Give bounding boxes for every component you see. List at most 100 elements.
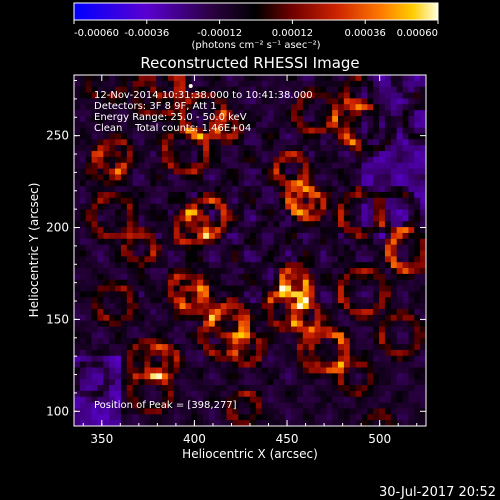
heatmap-cell bbox=[396, 168, 404, 176]
heatmap-cell bbox=[273, 262, 280, 269]
heatmap-cell bbox=[308, 209, 316, 216]
heatmap-cell bbox=[85, 279, 93, 287]
heatmap-cell bbox=[308, 215, 316, 222]
heatmap-cell bbox=[255, 402, 263, 410]
heatmap-cell bbox=[361, 297, 368, 304]
heatmap-cell bbox=[390, 80, 398, 88]
heatmap-cell bbox=[238, 162, 245, 170]
heatmap-cell bbox=[291, 203, 298, 211]
heatmap-cell bbox=[349, 215, 357, 222]
heatmap-cell bbox=[91, 309, 99, 316]
heatmap-cell bbox=[396, 104, 404, 111]
heatmap-cell bbox=[379, 256, 386, 263]
heatmap-cell bbox=[191, 127, 198, 135]
heatmap-cell bbox=[291, 256, 298, 263]
heatmap-cell bbox=[279, 98, 286, 105]
heatmap-cell bbox=[220, 291, 228, 298]
heatmap-cell bbox=[302, 402, 310, 410]
heatmap-cell bbox=[355, 174, 363, 181]
heatmap-cell bbox=[74, 156, 81, 164]
heatmap-cell bbox=[373, 203, 380, 211]
heatmap-cell bbox=[390, 373, 398, 380]
heatmap-cell bbox=[132, 104, 140, 111]
heatmap-cell bbox=[191, 279, 198, 287]
heatmap-cell bbox=[115, 92, 122, 99]
heatmap-cell bbox=[85, 408, 93, 415]
heatmap-cell bbox=[302, 104, 310, 111]
heatmap-cell bbox=[302, 156, 310, 164]
heatmap-cell bbox=[314, 361, 321, 369]
heatmap-cell bbox=[132, 355, 140, 363]
heatmap-cell bbox=[150, 192, 157, 199]
heatmap-cell bbox=[185, 385, 192, 392]
heatmap-cell bbox=[279, 396, 286, 404]
heatmap-cell bbox=[390, 180, 398, 187]
heatmap-cell bbox=[208, 396, 216, 404]
heatmap-cell bbox=[343, 174, 351, 181]
heatmap-cell bbox=[197, 192, 204, 199]
heatmap-cell bbox=[408, 180, 415, 187]
heatmap-cell bbox=[191, 244, 198, 252]
heatmap-cell bbox=[214, 92, 222, 99]
heatmap-cell bbox=[326, 332, 333, 339]
heatmap-cell bbox=[162, 262, 169, 269]
heatmap-cell bbox=[408, 414, 415, 421]
heatmap-cell bbox=[314, 303, 321, 310]
heatmap-cell bbox=[120, 156, 128, 164]
heatmap-cell bbox=[220, 309, 228, 316]
heatmap-cell bbox=[203, 349, 210, 357]
heatmap-cell bbox=[279, 145, 286, 152]
heatmap-cell bbox=[355, 180, 363, 187]
heatmap-cell bbox=[238, 385, 245, 392]
heatmap-cell bbox=[208, 379, 216, 386]
heatmap-cell bbox=[355, 209, 363, 216]
heatmap-cell bbox=[244, 285, 251, 293]
heatmap-cell bbox=[373, 349, 380, 357]
heatmap-cell bbox=[203, 344, 210, 351]
heatmap-cell bbox=[109, 320, 116, 328]
heatmap-cell bbox=[238, 250, 245, 257]
colorbar-tick-label: -0.00036 bbox=[124, 28, 169, 39]
heatmap-cell bbox=[74, 390, 81, 398]
heatmap-cell bbox=[226, 420, 233, 426]
heatmap-cell bbox=[308, 110, 316, 117]
heatmap-cell bbox=[126, 332, 134, 339]
heatmap-cell bbox=[138, 349, 145, 357]
heatmap-cell bbox=[103, 221, 110, 228]
heatmap-cell bbox=[126, 215, 134, 222]
heatmap-cell bbox=[250, 373, 257, 380]
heatmap-cell bbox=[85, 238, 93, 246]
heatmap-cell bbox=[302, 180, 310, 187]
heatmap-cell bbox=[414, 268, 421, 275]
heatmap-cell bbox=[326, 197, 333, 205]
heatmap-cell bbox=[79, 215, 87, 222]
heatmap-cell bbox=[244, 349, 251, 357]
heatmap-cell bbox=[308, 379, 316, 386]
heatmap-cell bbox=[314, 151, 321, 158]
heatmap-cell bbox=[138, 332, 145, 339]
heatmap-cell bbox=[414, 197, 421, 205]
heatmap-cell bbox=[355, 203, 363, 211]
heatmap-cell bbox=[261, 408, 269, 415]
heatmap-cell bbox=[232, 396, 239, 404]
heatmap-cell bbox=[214, 314, 222, 322]
heatmap-cell bbox=[384, 320, 392, 328]
heatmap-cell bbox=[126, 320, 134, 328]
heatmap-cell bbox=[179, 396, 187, 404]
heatmap-cell bbox=[220, 133, 228, 140]
heatmap-cell bbox=[232, 349, 239, 357]
heatmap-cell bbox=[167, 279, 175, 287]
heatmap-cell bbox=[120, 390, 128, 398]
heatmap-cell bbox=[173, 227, 181, 234]
heatmap-cell bbox=[296, 420, 304, 426]
heatmap-cell bbox=[156, 273, 163, 281]
heatmap-cell bbox=[296, 80, 304, 88]
heatmap-cell bbox=[191, 110, 198, 117]
heatmap-cell bbox=[267, 98, 275, 105]
heatmap-cell bbox=[232, 197, 239, 205]
heatmap-cell bbox=[279, 104, 286, 111]
heatmap-cell bbox=[285, 273, 292, 281]
heatmap-cell bbox=[150, 408, 157, 415]
heatmap-cell bbox=[255, 367, 263, 374]
heatmap-cell bbox=[291, 244, 298, 252]
